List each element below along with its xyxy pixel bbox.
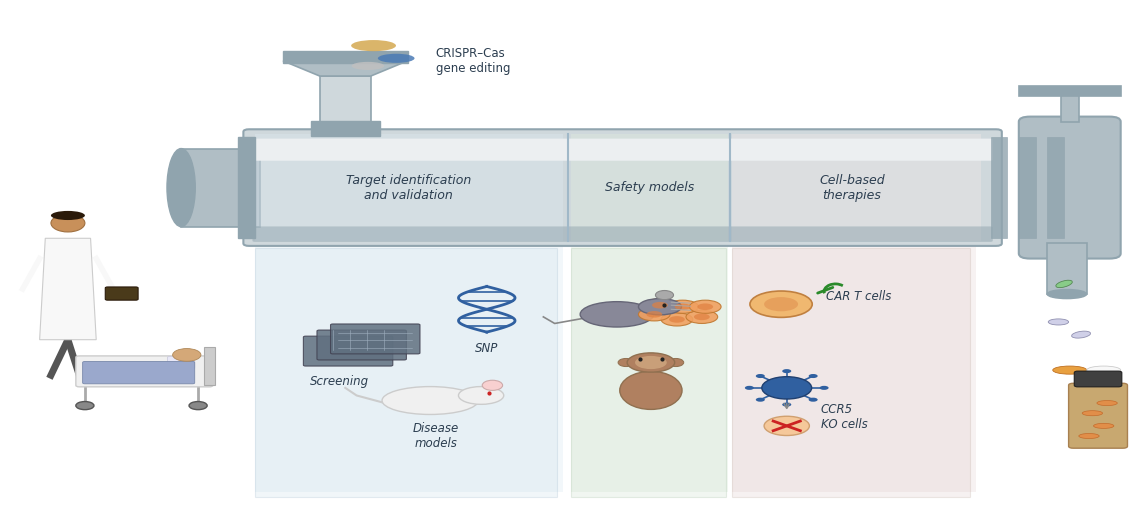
Text: CRISPR–Cas
gene editing: CRISPR–Cas gene editing — [436, 47, 511, 75]
Bar — [204, 347, 215, 385]
FancyBboxPatch shape — [83, 361, 195, 384]
Ellipse shape — [638, 299, 681, 315]
Text: SNP: SNP — [475, 342, 498, 355]
Bar — [310, 121, 379, 136]
Bar — [255, 243, 563, 492]
Circle shape — [756, 374, 765, 378]
Text: Target identification
and validation: Target identification and validation — [346, 173, 471, 202]
Ellipse shape — [655, 291, 674, 300]
Text: Screening: Screening — [310, 375, 369, 388]
Ellipse shape — [351, 40, 396, 51]
Ellipse shape — [675, 303, 691, 310]
Circle shape — [782, 369, 791, 373]
Bar — [732, 243, 976, 492]
Circle shape — [76, 402, 94, 410]
Bar — [571, 243, 728, 492]
Ellipse shape — [668, 358, 684, 367]
FancyBboxPatch shape — [331, 324, 420, 354]
Ellipse shape — [652, 302, 668, 308]
FancyBboxPatch shape — [303, 336, 393, 366]
Bar — [990, 137, 1007, 238]
Bar — [571, 248, 726, 497]
FancyBboxPatch shape — [168, 356, 195, 369]
Ellipse shape — [581, 302, 654, 327]
Bar — [283, 51, 408, 63]
Bar — [1061, 89, 1079, 122]
Text: Disease
models: Disease models — [413, 422, 458, 450]
Bar — [255, 248, 557, 497]
Ellipse shape — [749, 291, 812, 317]
Text: CAR T cells: CAR T cells — [826, 290, 892, 303]
Circle shape — [808, 374, 817, 378]
Ellipse shape — [482, 380, 503, 390]
Circle shape — [808, 397, 817, 402]
Ellipse shape — [51, 214, 85, 232]
Bar — [732, 248, 970, 497]
Bar — [571, 134, 728, 241]
Ellipse shape — [661, 313, 693, 326]
Ellipse shape — [638, 308, 670, 321]
Ellipse shape — [1053, 366, 1087, 374]
Ellipse shape — [51, 211, 85, 220]
Ellipse shape — [669, 316, 685, 323]
Ellipse shape — [697, 303, 713, 310]
Bar — [1019, 86, 1121, 96]
Ellipse shape — [618, 358, 634, 367]
Ellipse shape — [1082, 411, 1103, 416]
Circle shape — [745, 386, 754, 390]
Polygon shape — [40, 238, 96, 340]
Text: CCR5
KO cells: CCR5 KO cells — [821, 403, 867, 431]
Bar — [255, 134, 563, 241]
Ellipse shape — [764, 416, 809, 436]
Ellipse shape — [1056, 280, 1072, 287]
Bar — [1019, 137, 1036, 238]
FancyBboxPatch shape — [76, 356, 213, 387]
Ellipse shape — [686, 310, 718, 323]
Ellipse shape — [1079, 433, 1099, 439]
FancyBboxPatch shape — [252, 227, 993, 242]
Ellipse shape — [378, 54, 414, 63]
FancyBboxPatch shape — [252, 138, 993, 161]
Ellipse shape — [627, 353, 675, 372]
Bar — [1047, 243, 1087, 294]
Ellipse shape — [383, 387, 479, 415]
Ellipse shape — [458, 386, 504, 405]
Text: Cell-based
therapies: Cell-based therapies — [820, 173, 884, 202]
Ellipse shape — [352, 62, 384, 70]
FancyBboxPatch shape — [317, 330, 406, 360]
Circle shape — [820, 386, 829, 390]
FancyBboxPatch shape — [1019, 117, 1121, 259]
Circle shape — [756, 397, 765, 402]
Ellipse shape — [1087, 366, 1121, 374]
FancyBboxPatch shape — [105, 287, 138, 300]
Ellipse shape — [1047, 289, 1087, 299]
Circle shape — [782, 403, 791, 407]
Text: Safety models: Safety models — [604, 181, 694, 194]
Ellipse shape — [620, 371, 681, 410]
FancyBboxPatch shape — [1069, 383, 1127, 448]
FancyBboxPatch shape — [243, 129, 1002, 246]
Polygon shape — [283, 61, 408, 76]
Ellipse shape — [694, 313, 710, 320]
Bar — [319, 76, 370, 132]
Ellipse shape — [764, 297, 798, 311]
Ellipse shape — [635, 356, 667, 369]
Ellipse shape — [1072, 331, 1090, 338]
Bar — [1047, 137, 1064, 238]
Circle shape — [189, 402, 207, 410]
Ellipse shape — [1097, 401, 1117, 406]
Ellipse shape — [689, 300, 721, 313]
Circle shape — [762, 377, 812, 399]
Ellipse shape — [667, 300, 698, 313]
Ellipse shape — [646, 311, 662, 317]
Ellipse shape — [644, 299, 676, 312]
FancyBboxPatch shape — [1074, 371, 1122, 387]
Bar — [238, 137, 255, 238]
Ellipse shape — [168, 149, 196, 227]
Ellipse shape — [1094, 423, 1114, 428]
Bar — [732, 134, 981, 241]
Bar — [181, 149, 260, 227]
Ellipse shape — [172, 349, 201, 361]
Ellipse shape — [1048, 319, 1069, 325]
